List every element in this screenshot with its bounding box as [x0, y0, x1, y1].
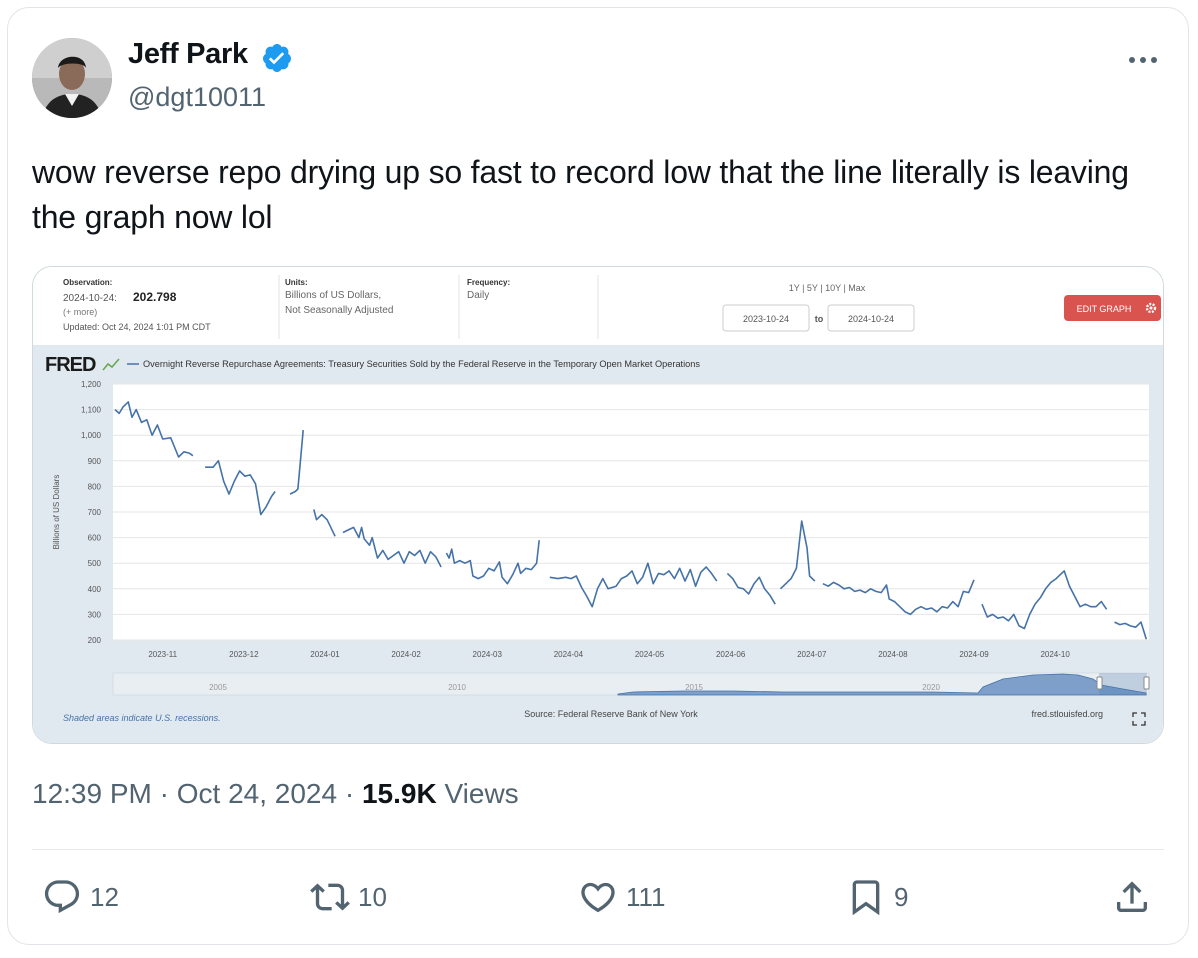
navigator-series — [617, 673, 1147, 696]
author-handle[interactable]: @dgt10011 — [128, 82, 267, 112]
share-icon — [1117, 881, 1147, 912]
range-links[interactable]: 1Y | 5Y | 10Y | Max — [789, 283, 866, 293]
fred-url[interactable]: fred.stlouisfed.org — [1031, 709, 1103, 719]
tweet-date[interactable]: Oct 24, 2024 — [176, 778, 338, 809]
navigator-year-label: 2020 — [922, 683, 940, 692]
observation-label: Observation: — [63, 278, 112, 287]
y-tick-label: 700 — [88, 508, 102, 517]
range-to-value: 2024-10-24 — [848, 314, 894, 324]
fred-logo-icon — [102, 358, 120, 371]
avatar[interactable] — [32, 38, 112, 118]
navigator-handle-left[interactable] — [1096, 676, 1103, 690]
x-tick-label: 2024-04 — [554, 650, 584, 659]
y-tick-label: 1,200 — [81, 380, 102, 389]
x-tick-label: 2024-01 — [310, 650, 340, 659]
more-dots-icon[interactable] — [1126, 50, 1160, 70]
navigator-handle-right[interactable] — [1143, 676, 1150, 690]
tweet-time[interactable]: 12:39 PM — [32, 778, 152, 809]
y-tick-label: 1,100 — [81, 406, 102, 415]
avatar-photo — [32, 38, 112, 118]
observation-date: 2024-10-24: — [63, 293, 117, 304]
updated-text: Updated: Oct 24, 2024 1:01 PM CDT — [63, 322, 211, 332]
x-tick-label: 2024-05 — [635, 650, 665, 659]
x-tick-label: 2024-06 — [716, 650, 746, 659]
verified-badge-icon — [262, 44, 291, 72]
range-to-label: to — [815, 314, 824, 324]
series-title: Overnight Reverse Repurchase Agreements:… — [143, 359, 700, 369]
y-axis-label: Billions of US Dollars — [52, 475, 61, 550]
x-tick-label: 2024-02 — [391, 650, 421, 659]
navigator-year-label: 2005 — [209, 683, 227, 692]
edit-graph-label: EDIT GRAPH — [1077, 304, 1132, 314]
edit-graph-button[interactable] — [1064, 295, 1161, 321]
y-tick-label: 500 — [88, 559, 102, 568]
frequency-value: Daily — [467, 290, 489, 301]
retweet-count: 10 — [358, 881, 387, 912]
observation-value: 202.798 — [133, 290, 177, 304]
range-from-input[interactable] — [722, 304, 810, 332]
recession-note: Shaded areas indicate U.S. recessions. — [63, 713, 221, 723]
range-to-input[interactable] — [827, 304, 915, 332]
observation-more-link[interactable]: (+ more) — [63, 307, 97, 317]
x-tick-label: 2024-03 — [473, 650, 503, 659]
frequency-label: Frequency: — [467, 278, 510, 287]
like-button[interactable]: 111 — [578, 874, 666, 920]
source-text: Source: Federal Reserve Bank of New York — [524, 709, 698, 719]
y-tick-label: 300 — [88, 610, 102, 619]
y-tick-label: 200 — [88, 636, 102, 645]
bookmark-count: 9 — [894, 881, 909, 912]
reply-button[interactable]: 12 — [42, 874, 119, 920]
reply-icon — [44, 880, 80, 914]
series-line — [114, 401, 1148, 640]
bookmark-button[interactable]: 9 — [846, 874, 908, 920]
tweet-text: wow reverse repo drying up so fast to re… — [32, 154, 1129, 235]
retweet-button[interactable]: 10 — [310, 874, 387, 920]
divider — [32, 849, 1164, 850]
navigator-year-label: 2015 — [685, 683, 703, 692]
x-tick-label: 2023-11 — [148, 650, 177, 659]
units-line2: Not Seasonally Adjusted — [285, 305, 393, 316]
x-tick-label: 2023-12 — [229, 650, 259, 659]
tweet-meta: 12:39 PM · Oct 24, 2024 · 15.9K Views — [32, 778, 519, 810]
y-tick-label: 400 — [88, 585, 102, 594]
retweet-icon — [310, 883, 350, 911]
meta-separator: · — [159, 778, 177, 809]
x-tick-label: 2024-09 — [959, 650, 989, 659]
units-line1: Billions of US Dollars, — [285, 290, 381, 301]
bookmark-icon — [852, 880, 880, 916]
y-tick-label: 600 — [88, 534, 102, 543]
reply-count: 12 — [90, 881, 119, 912]
views-count: 15.9K — [361, 778, 437, 809]
meta-separator: · — [344, 778, 362, 809]
navigator-selection[interactable] — [1099, 673, 1147, 695]
y-tick-label: 800 — [88, 482, 102, 491]
x-tick-label: 2024-10 — [1040, 650, 1070, 659]
author-name[interactable]: Jeff Park — [128, 38, 248, 70]
y-tick-label: 900 — [88, 457, 102, 466]
navigator-year-label: 2010 — [448, 683, 466, 692]
share-button[interactable] — [1112, 874, 1160, 920]
gear-icon — [1145, 302, 1157, 314]
range-from-value: 2023-10-24 — [743, 314, 789, 324]
x-tick-label: 2024-08 — [878, 650, 908, 659]
like-count: 111 — [626, 881, 666, 912]
x-tick-label: 2024-07 — [797, 650, 827, 659]
views-label: Views — [444, 778, 519, 809]
fred-chart: Observation: 2024-10-24: 202.798 (+ more… — [33, 267, 1163, 743]
tweet-media-image[interactable]: Observation: 2024-10-24: 202.798 (+ more… — [32, 266, 1164, 744]
fullscreen-icon[interactable] — [1132, 712, 1146, 726]
y-tick-label: 1,000 — [81, 431, 102, 440]
units-label: Units: — [285, 278, 308, 287]
heart-icon — [581, 882, 615, 913]
fred-logo: FRED — [45, 354, 96, 376]
